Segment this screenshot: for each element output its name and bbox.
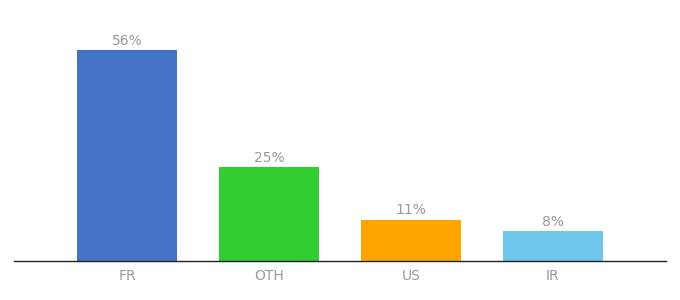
Bar	[78, 50, 177, 261]
Bar	[220, 167, 319, 261]
Bar	[361, 220, 460, 261]
Text: 25%: 25%	[254, 151, 284, 165]
Text: 11%: 11%	[396, 203, 426, 218]
Text: 56%: 56%	[112, 34, 143, 48]
Text: 8%: 8%	[542, 214, 564, 229]
Bar	[503, 231, 602, 261]
